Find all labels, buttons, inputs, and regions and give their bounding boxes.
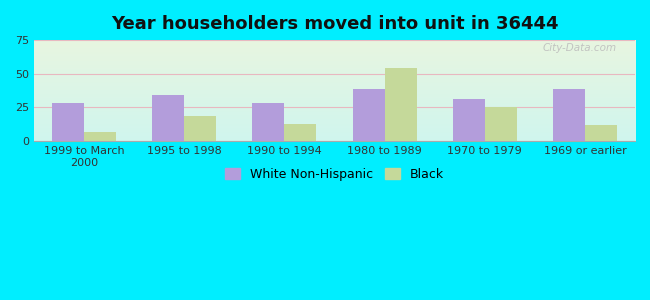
Bar [52,103,84,141]
Bar [184,116,216,141]
Bar [485,107,517,141]
Bar [385,68,417,141]
Bar [352,88,385,141]
Bar [84,132,116,141]
Bar [285,124,317,141]
Bar [585,125,617,141]
Bar [152,95,184,141]
Legend: White Non-Hispanic, Black: White Non-Hispanic, Black [218,162,450,188]
Title: Year householders moved into unit in 36444: Year householders moved into unit in 364… [111,15,558,33]
Text: City-Data.com: City-Data.com [543,43,617,53]
Bar [452,99,485,141]
Bar [553,88,585,141]
Bar [252,103,285,141]
